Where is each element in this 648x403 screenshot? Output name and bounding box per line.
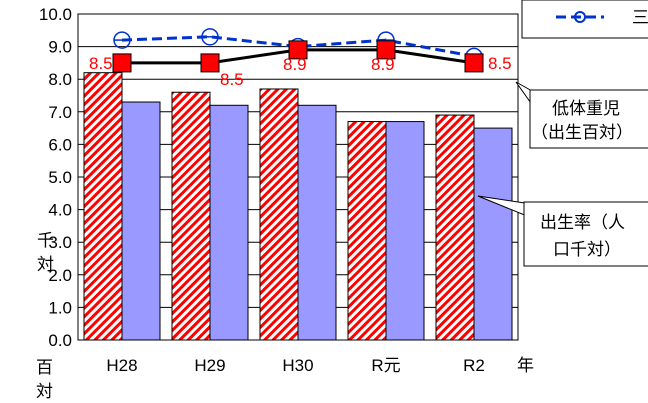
y-tick-label: 2.0 [48, 266, 72, 285]
y-tick-label: 4.0 [48, 201, 72, 220]
data-label: 8.9 [283, 55, 307, 74]
x-tick-label: H28 [106, 356, 137, 375]
bar-low-birth-weight [435, 114, 475, 341]
y-tick-label: 10.0 [39, 5, 72, 24]
bar-low-birth-weight [171, 91, 211, 341]
bar-birth-rate [297, 104, 337, 341]
legend-series-marker [574, 11, 586, 23]
callout-low-birth-weight: 低体重児 （出生百対） [515, 81, 648, 149]
y-tick-label: 8.0 [48, 70, 72, 89]
bar-low-birth-weight [347, 121, 387, 341]
marker-red-square [464, 53, 484, 73]
x-tick-label: R2 [463, 356, 485, 375]
x-axis-label: 年 [517, 356, 534, 375]
y-tick-label: 0.0 [48, 331, 72, 350]
bar-low-birth-weight [83, 72, 123, 341]
y-tick-label: 6.0 [48, 135, 72, 154]
x-tick-label: H30 [282, 356, 313, 375]
marker-red-square [376, 40, 396, 60]
y-tick-label: 1.0 [48, 298, 72, 317]
bar-low-birth-weight [259, 88, 299, 341]
legend-series-label: 三 [632, 8, 648, 27]
x-tick-label: R元 [371, 356, 400, 375]
bars [83, 72, 513, 341]
bar-birth-rate [473, 127, 513, 341]
data-label: 8.9 [371, 55, 395, 74]
bar-birth-rate [385, 121, 425, 341]
y-axis-label-left: 千対 [37, 231, 54, 274]
callout-line-1: 低体重児 [552, 99, 620, 118]
marker-red-square [288, 40, 308, 60]
y-tick-label: 7.0 [48, 103, 72, 122]
bar-birth-rate [209, 104, 249, 341]
y-tick-label: 5.0 [48, 168, 72, 187]
callout-line-2: （出生百対） [531, 123, 633, 142]
x-tick-labels: H28 H29 H30 R元 R2 [106, 356, 484, 375]
callout-box [523, 201, 648, 267]
callout-birth-rate: 出生率（人 口千対） [477, 195, 648, 267]
legend: 三 [521, 0, 648, 39]
x-tick-label: H29 [194, 356, 225, 375]
data-label: 8.5 [89, 54, 113, 73]
callout-line-2: 口千対） [553, 240, 621, 259]
callout-line-1: 出生率（人 [540, 213, 625, 232]
y-tick-label: 9.0 [48, 38, 72, 57]
y-tick-label: 3.0 [48, 233, 72, 252]
y-tick-labels: 0.0 1.0 2.0 3.0 4.0 5.0 6.0 7.0 8.0 9.0 10.0 [39, 5, 72, 350]
callout-box [529, 89, 648, 149]
series-lines: 8.5 8.5 8.9 8.9 8.5 [89, 28, 512, 89]
marker-red-square [112, 53, 132, 73]
y-axis-label-right: 百対 [36, 358, 53, 401]
line-blue-dashed-series [121, 35, 475, 58]
data-label: 8.5 [220, 70, 244, 89]
data-label: 8.5 [488, 54, 512, 73]
bar-birth-rate [121, 101, 161, 341]
marker-red-square [200, 53, 220, 73]
